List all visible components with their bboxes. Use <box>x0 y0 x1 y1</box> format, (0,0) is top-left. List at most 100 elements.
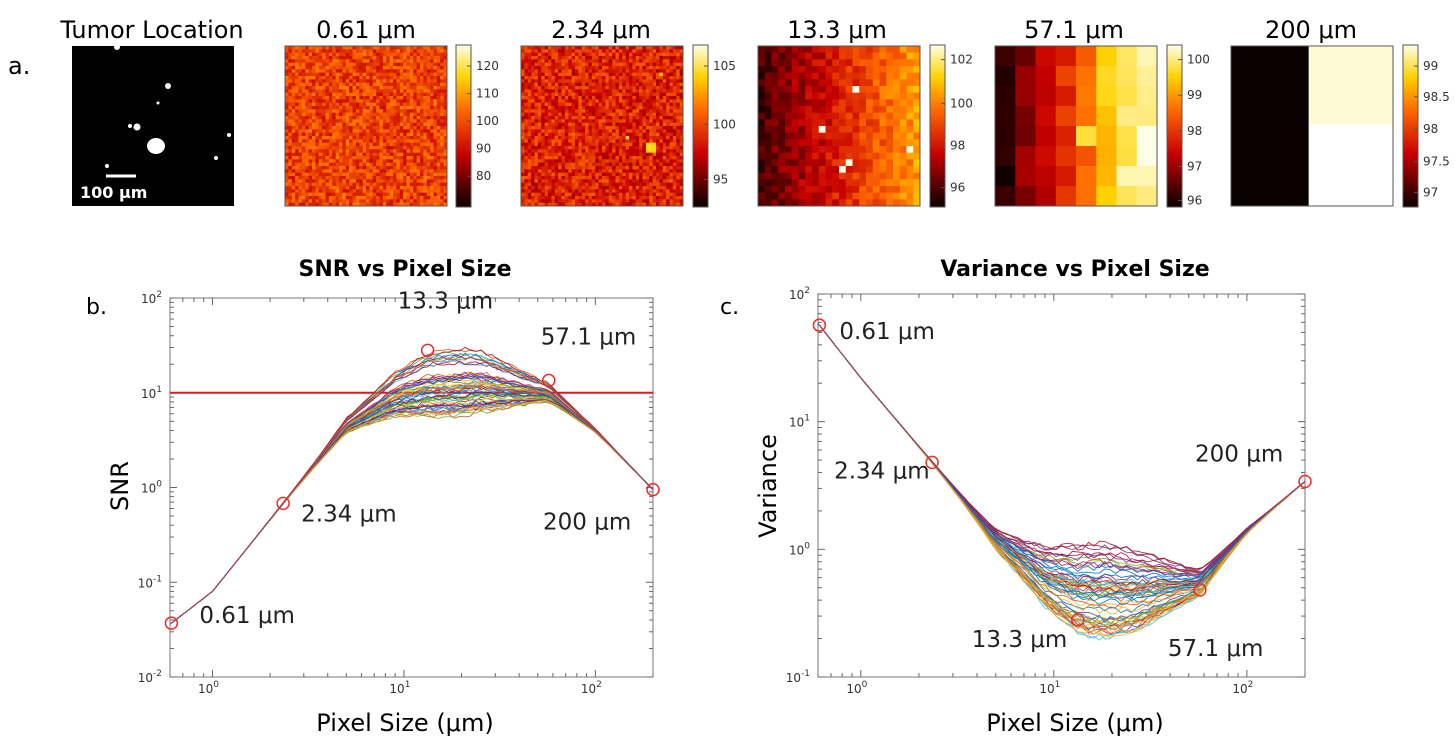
heatmap-cell <box>403 49 407 54</box>
heatmap-cell <box>578 192 583 197</box>
heatmap-cell <box>537 156 542 160</box>
heatmap-cell <box>625 76 630 80</box>
heatmap-cell <box>581 112 586 117</box>
heatmap-cell <box>575 76 579 80</box>
heatmap-cell <box>406 176 411 180</box>
heatmap-cell <box>534 109 539 114</box>
heatmap-cell <box>305 189 310 194</box>
heatmap-cell <box>433 142 438 147</box>
heatmap-cell <box>393 122 397 127</box>
heatmap-cell <box>554 182 559 187</box>
heatmap-cell <box>669 86 674 90</box>
heatmap-cell <box>521 49 525 54</box>
heatmap-cell <box>362 146 367 150</box>
heatmap-cell <box>382 176 387 180</box>
heatmap-cell <box>339 62 343 67</box>
heatmap-cell <box>568 152 573 157</box>
heatmap-cell <box>436 62 441 67</box>
heatmap-cell <box>585 66 589 70</box>
heatmap-cell <box>551 106 556 110</box>
heatmap-cell <box>288 202 293 207</box>
heatmap-cell <box>649 202 654 207</box>
heatmap-cell <box>349 79 353 84</box>
heatmap-cell <box>433 182 438 187</box>
heatmap-cell <box>659 56 664 60</box>
heatmap-cell <box>403 146 407 150</box>
heatmap-cell <box>382 52 387 57</box>
heatmap-cell <box>585 102 589 107</box>
heatmap-cell <box>585 166 589 170</box>
heatmap-cell <box>376 86 380 90</box>
heatmap-cell <box>554 149 559 154</box>
heatmap-cell <box>632 52 637 57</box>
heatmap-cell <box>595 126 600 130</box>
heatmap-cell <box>534 156 539 160</box>
heatmap-cell <box>859 126 867 134</box>
heatmap-cell <box>602 172 606 177</box>
heatmap-cell <box>426 149 431 154</box>
heatmap-cell <box>349 69 353 74</box>
heatmap-cell <box>578 189 583 194</box>
heatmap-cell <box>285 102 289 107</box>
heatmap-cell <box>285 59 289 64</box>
heatmap-cell <box>416 192 421 197</box>
heatmap-cell <box>393 59 397 64</box>
heatmap-cell <box>622 189 627 194</box>
heatmap-cell <box>433 156 438 160</box>
heatmap-cell <box>534 182 539 187</box>
heatmap-cell <box>406 149 411 154</box>
heatmap-cell <box>615 156 620 160</box>
heatmap-cell <box>328 46 333 50</box>
heatmap-cell <box>662 122 667 127</box>
heatmap-cell <box>308 82 313 87</box>
heatmap-cell <box>322 172 326 177</box>
heatmap-cell <box>645 89 650 94</box>
heatmap-cell <box>332 79 337 84</box>
heatmap-cell <box>403 132 407 137</box>
heatmap-cell <box>315 89 320 94</box>
heatmap-cell <box>899 106 907 114</box>
heatmap-cell <box>558 132 562 137</box>
heatmap-cell <box>406 186 411 190</box>
heatmap-cell <box>541 199 546 204</box>
heatmap-cell <box>359 102 364 107</box>
heatmap-cell <box>872 79 880 87</box>
heatmap-cell <box>430 159 434 164</box>
heatmap-cell <box>443 169 448 174</box>
heatmap-cell <box>906 119 914 127</box>
heatmap-cell <box>332 92 337 97</box>
heatmap-cell <box>322 119 326 124</box>
heatmap-cell <box>534 152 539 157</box>
heatmap-cell <box>585 129 589 134</box>
heatmap-cell <box>420 82 424 87</box>
heatmap-cell <box>662 189 667 194</box>
heatmap-cell <box>413 86 418 90</box>
heatmap-cell <box>598 99 603 104</box>
heatmap-cell <box>524 172 529 177</box>
heatmap-cell <box>345 182 350 187</box>
heatmap-cell <box>906 52 914 60</box>
heatmap-cell <box>359 106 364 110</box>
heatmap-cell <box>669 179 674 184</box>
heatmap-cell <box>366 49 370 54</box>
heatmap-cell <box>369 102 374 107</box>
heatmap-cell <box>359 126 364 130</box>
heatmap-cell <box>386 112 391 117</box>
heatmap-cell <box>440 79 445 84</box>
heatmap-cell <box>618 49 623 54</box>
heatmap-cell <box>534 189 539 194</box>
heatmap-cell <box>758 99 766 107</box>
heatmap-cell <box>537 182 542 187</box>
heatmap-cell <box>413 142 418 147</box>
heatmap-cell <box>866 46 874 54</box>
heatmap-cell <box>335 56 340 60</box>
heatmap-cell <box>642 49 647 54</box>
heatmap-cell <box>608 179 613 184</box>
heatmap-cell <box>372 162 377 167</box>
heatmap-cell <box>332 139 337 144</box>
heatmap-cell <box>588 52 593 57</box>
heatmap-cell <box>413 76 418 80</box>
heatmap-cell <box>591 82 596 87</box>
heatmap-cell <box>642 99 647 104</box>
heatmap-cell <box>436 82 441 87</box>
